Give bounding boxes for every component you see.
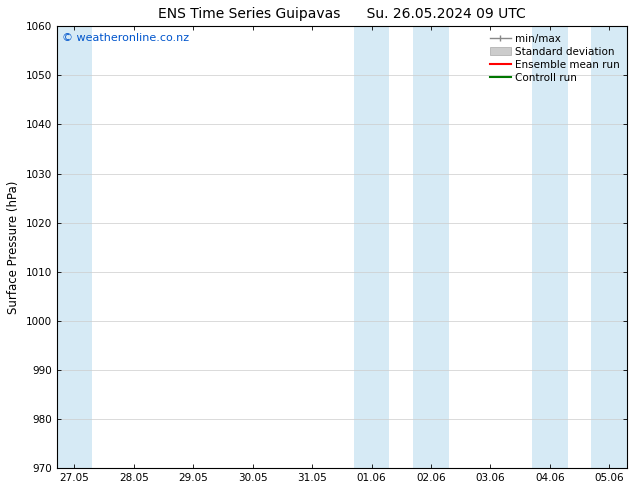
Bar (56, 26, 93, 468)
Bar (592, 26, 627, 468)
Bar (413, 26, 449, 468)
Title: ENS Time Series Guipavas      Su. 26.05.2024 09 UTC: ENS Time Series Guipavas Su. 26.05.2024 … (158, 7, 526, 21)
Text: © weatheronline.co.nz: © weatheronline.co.nz (62, 33, 190, 43)
Y-axis label: Surface Pressure (hPa): Surface Pressure (hPa) (7, 180, 20, 314)
Bar (354, 26, 389, 468)
Legend: min/max, Standard deviation, Ensemble mean run, Controll run: min/max, Standard deviation, Ensemble me… (486, 29, 624, 87)
Bar (532, 26, 567, 468)
